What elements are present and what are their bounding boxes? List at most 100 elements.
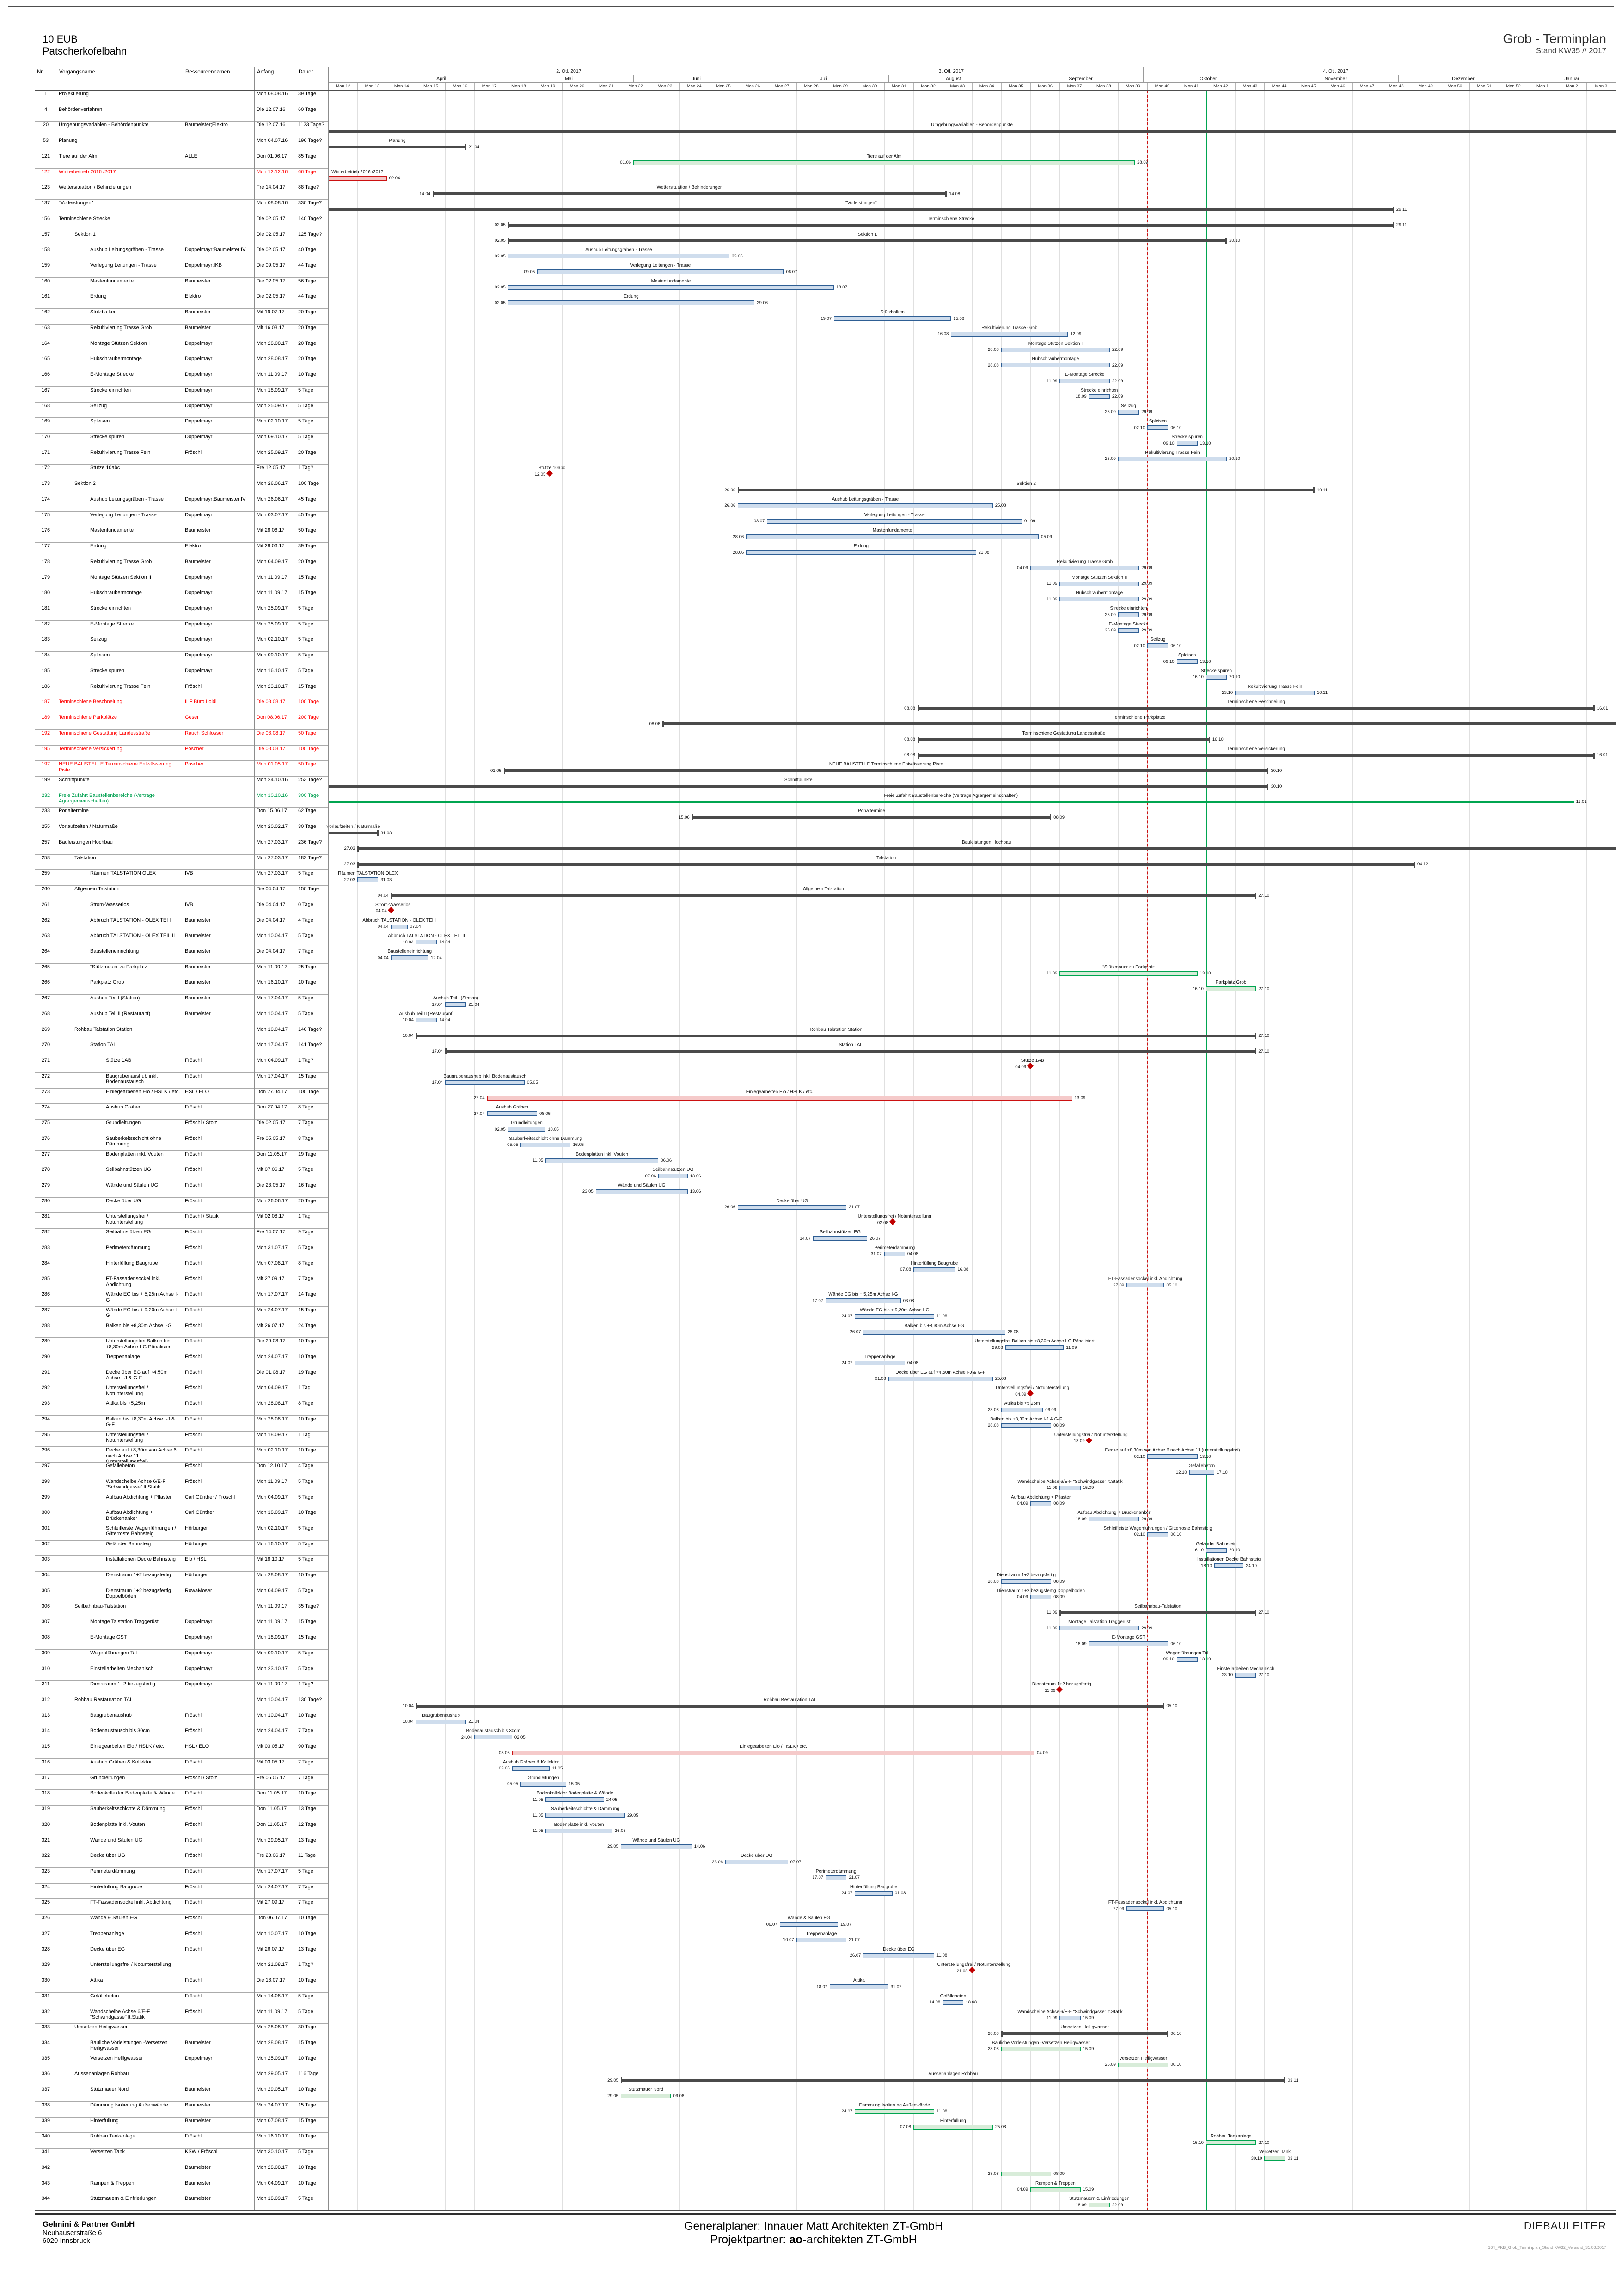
- summary-start-tick: [357, 845, 359, 852]
- gantt-bar-task: [1001, 1423, 1052, 1428]
- gantt-bar-summary: [357, 863, 1415, 866]
- row-nr: 268: [41, 1010, 50, 1016]
- row-name: Sauberkeitsschicht ohne Dämmung: [106, 1135, 161, 1147]
- gantt-bar-task: [1214, 1563, 1244, 1568]
- bar-label-end: 31.07: [890, 1984, 902, 1990]
- row-resources: Doppelmayr: [185, 637, 213, 643]
- row-nr: 315: [41, 1744, 50, 1750]
- bar-label-name: Rohbau Tankanlage: [1210, 2134, 1252, 2139]
- gantt-bar-summary: [1001, 2032, 1169, 2035]
- timeline-week: Mon 1: [1528, 82, 1557, 90]
- timeline-week: Mon 24: [679, 82, 709, 90]
- bar-label-end: 29.11: [1396, 222, 1407, 228]
- bar-label-end: 06.07: [786, 269, 797, 275]
- row-nr: 317: [41, 1775, 50, 1781]
- row-nr: 158: [41, 247, 50, 253]
- task-row rowline: [35, 1369, 328, 1385]
- row-duration: 5 Tage: [298, 1010, 313, 1016]
- row-resources: Doppelmayr: [185, 1635, 213, 1641]
- timeline-week: Mon 31: [884, 82, 913, 90]
- row-start: Mon 28.08.17: [257, 1416, 288, 1422]
- row-duration: 7 Tage: [298, 1276, 313, 1282]
- row-resources: Fröschl: [185, 1058, 202, 1064]
- bar-label-name: FT-Fassadensockel inkl. Abdichtung: [1108, 1276, 1182, 1282]
- timeline-week: Mon 47: [1352, 82, 1381, 90]
- row-start: Fre 05.05.17: [257, 1135, 286, 1141]
- row-nr: 299: [41, 1494, 50, 1500]
- row-nr: 304: [41, 1572, 50, 1578]
- task-row rowline: [35, 1384, 328, 1401]
- row-duration: 5 Tage: [298, 652, 313, 658]
- row-duration: 5 Tage: [298, 1541, 313, 1547]
- row-nr: 171: [41, 449, 50, 455]
- row-nr: 337: [41, 2087, 50, 2093]
- gantt-bar-task: [855, 2109, 935, 2114]
- task-row rowline: [35, 1883, 328, 1899]
- row-start: Mit 28.06.17: [257, 543, 285, 549]
- row-nr: 264: [41, 949, 50, 955]
- gantt-bar-summary: [416, 1704, 1164, 1708]
- row-resources: Fröschl: [185, 1447, 202, 1453]
- row-resources: [183, 1026, 253, 1041]
- bar-label-name: E-Montage Strecke: [1065, 372, 1105, 378]
- timeline-week: Mon 15: [416, 82, 445, 90]
- summary-start-tick: [917, 736, 919, 743]
- row-start: Mon 11.09.17: [257, 964, 288, 970]
- timeline-quarter: 4. Qtl, 2017: [1143, 67, 1528, 75]
- task-row rowline: [35, 729, 328, 746]
- row-nr: 327: [41, 1930, 50, 1936]
- bar-label-start: 17.04: [432, 1080, 443, 1085]
- row-nr: 257: [41, 839, 50, 845]
- bar-label-name: Umsetzen Heiligwasser: [1060, 2025, 1109, 2030]
- bar-label-end: 26.07: [869, 1236, 881, 1241]
- row-resources: Doppelmayr: [185, 574, 213, 580]
- gantt-bar-task: [826, 1298, 901, 1304]
- row-start: Mon 18.09.17: [257, 1635, 288, 1641]
- row-duration: 15 Tage: [298, 683, 316, 689]
- gantt-bar-task: [1030, 1501, 1052, 1506]
- row-resources: Fröschl: [185, 1853, 202, 1859]
- bar-label-start: 16.08: [937, 331, 949, 337]
- row-nr: 294: [41, 1416, 50, 1422]
- row-name: Seilzug: [90, 403, 107, 409]
- bar-label-name: Seilzug: [1150, 637, 1166, 643]
- bar-label-name: Rampen & Treppen: [1035, 2180, 1076, 2186]
- task-row rowline: [35, 792, 328, 808]
- row-duration: 15 Tage: [298, 2039, 316, 2045]
- bar-label-end: 17.10: [1216, 1469, 1228, 1475]
- bar-label-name: Wandscheibe Achse 6/E-F "Schwindgasse" l…: [1017, 1479, 1123, 1484]
- row-nr: 165: [41, 356, 50, 362]
- timeline-week: Mon 35: [1001, 82, 1030, 90]
- row-resources: [183, 807, 253, 823]
- bar-label-end: 11.05: [552, 1766, 563, 1771]
- row-duration: 125 Tage?: [298, 231, 322, 237]
- bar-label-name: Aushub Gräben & Kollektor: [502, 1759, 559, 1765]
- bar-label-start: 24.07: [841, 1314, 853, 1319]
- row-start: Mon 27.03.17: [257, 855, 288, 861]
- row-name: Stützbalken: [90, 309, 117, 315]
- bar-label-end: 27.10: [1258, 1672, 1270, 1678]
- bar-label-start: 18.09: [1073, 1439, 1085, 1444]
- row-duration: 10 Tage: [298, 2180, 316, 2186]
- row-resources: Doppelmayr: [185, 621, 213, 627]
- bar-label-name: Vorlaufzeiten / Naturmaße: [326, 824, 380, 830]
- row-resources: Baumeister: [185, 995, 211, 1001]
- row-resources: Doppelmayr: [185, 590, 213, 596]
- row-resources: Elektro: [185, 294, 201, 300]
- summary-end-tick: [465, 144, 466, 151]
- bar-label-name: Stützbalken: [880, 310, 905, 315]
- row-name: Hinterfüllung: [90, 2118, 119, 2124]
- row-start: Mon 11.09.17: [257, 1603, 288, 1609]
- timeline-month-lead: [328, 75, 379, 82]
- bar-label-end: 15.05: [569, 1782, 580, 1787]
- row-start: Mon 08.08.16: [257, 200, 288, 206]
- row-duration: 66 Tage: [298, 169, 316, 175]
- bar-label-start: 10.04: [403, 1017, 414, 1023]
- row-nr: 178: [41, 558, 50, 564]
- row-nr: 197: [41, 761, 50, 767]
- row-start: Mit 28.06.17: [257, 527, 285, 533]
- gantt-bar-task: [1147, 1454, 1198, 1459]
- row-nr: 279: [41, 1182, 50, 1188]
- gantt-bar-task: [508, 254, 730, 259]
- row-start: Don 06.07.17: [257, 1915, 288, 1921]
